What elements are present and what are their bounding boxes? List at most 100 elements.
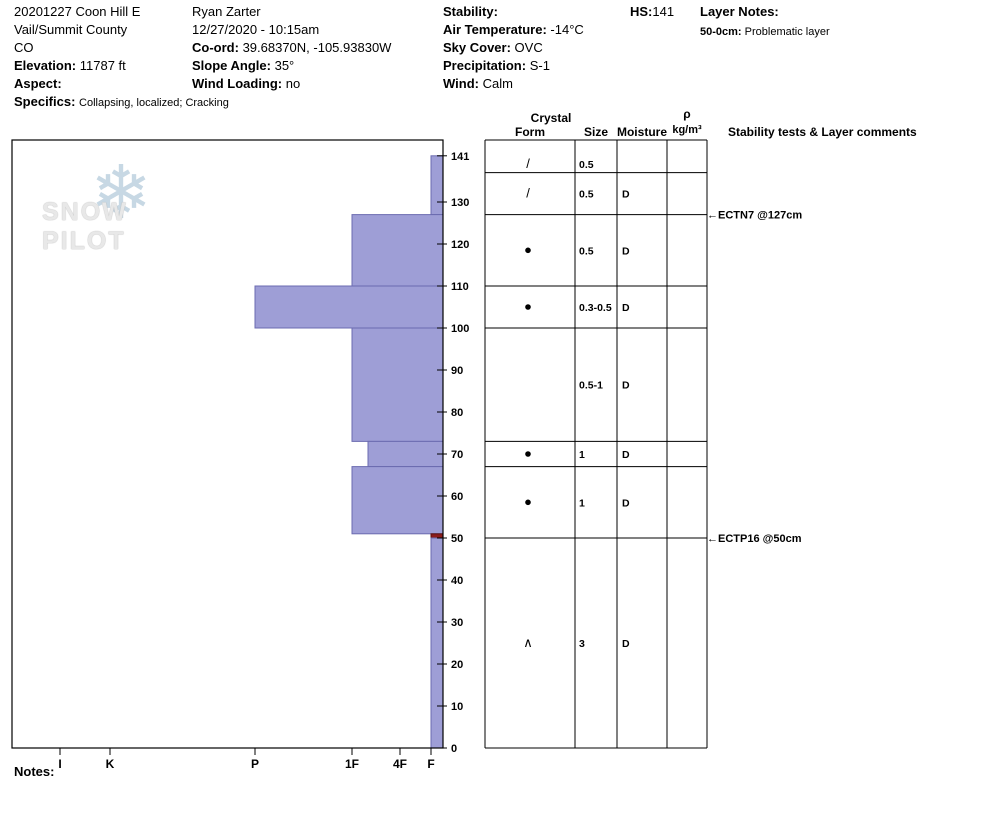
hardness-tick-label: 1F [345, 757, 359, 771]
specifics-value: Collapsing, localized; Cracking [79, 97, 229, 109]
depth-tick-label: 70 [451, 449, 463, 461]
crystal-size-value: 0.5 [579, 189, 594, 201]
layer-notes-title: Layer Notes: [700, 4, 779, 19]
precipitation-label: Precipitation: [443, 58, 527, 73]
hs-label: HS: [630, 4, 653, 19]
elevation-line: Elevation: 11787 ft [14, 58, 126, 74]
depth-tick-label: 90 [451, 365, 463, 377]
precipitation-value: S-1 [529, 58, 550, 73]
hs-value: 141 [652, 4, 675, 19]
hardness-layer-bar [351, 466, 444, 535]
crystal-size-value: 0.5 [579, 245, 594, 257]
coord-value: 39.68370N, -105.93830W [242, 40, 392, 55]
crystal-size-value: 1 [579, 449, 585, 461]
stability-test-annotation: ←ECTP16 @50cm [707, 533, 802, 545]
stability-label: Stability: [443, 4, 498, 19]
aspect-line: Aspect: [14, 76, 62, 92]
problematic-layer-bar [430, 533, 444, 539]
sky-cover-value: OVC [514, 40, 543, 55]
chart-border [11, 139, 444, 749]
specifics-label: Specifics: [14, 94, 76, 109]
crystal-form-rounds-icon [525, 247, 531, 254]
hardness-layer-bar [254, 285, 444, 329]
depth-tick-label: 80 [451, 407, 463, 419]
crystal-form-depth-hoar-icon: ∧ [523, 635, 533, 650]
depth-tick-label: 110 [451, 281, 469, 293]
hardness-tick-label: I [58, 757, 61, 771]
crystal-size-value: 3 [579, 638, 585, 650]
crystal-size-value: 0.3-0.5 [579, 302, 612, 314]
crystal-form-decomposing-fragments-icon: / [526, 186, 530, 201]
moisture-value: D [622, 449, 630, 461]
hardness-layer-bar [430, 537, 444, 749]
air-temp-line: Air Temperature: -14°C [443, 22, 584, 38]
moisture-value: D [622, 189, 630, 201]
coord-label: Co-ord: [192, 40, 239, 55]
depth-tick-label: 100 [451, 323, 469, 335]
hs-line: HS:141 [630, 4, 674, 20]
sky-cover-label: Sky Cover: [443, 40, 511, 55]
pit-region: Vail/Summit County [14, 22, 128, 37]
depth-tick-label: 30 [451, 617, 463, 629]
observer-name: Ryan Zarter [192, 4, 261, 19]
wind-line: Wind: Calm [443, 76, 513, 92]
coord-line: Co-ord: 39.68370N, -105.93830W [192, 40, 391, 56]
hardness-tick-label: K [106, 757, 115, 771]
wind-loading-label: Wind Loading: [192, 76, 283, 91]
crystal-size-value: 1 [579, 497, 585, 509]
pit-state: CO [14, 40, 34, 55]
wind-value: Calm [482, 76, 513, 91]
slope-angle-value: 35° [274, 58, 295, 73]
hardness-layer-bar [430, 155, 444, 216]
comments-header: Stability tests & Layer comments [728, 125, 917, 139]
depth-tick-label: 60 [451, 491, 463, 503]
notes-label: Notes: [14, 764, 55, 779]
wind-label: Wind: [443, 76, 479, 91]
layer-note-range: 50-0cm: [700, 26, 742, 38]
moisture-value: D [622, 638, 630, 650]
depth-tick-label: 20 [451, 659, 463, 671]
depth-tick-label: 130 [451, 197, 469, 209]
crystal-size-value: 0.5 [579, 159, 594, 171]
stability-test-annotation: ←ECTN7 @127cm [707, 210, 802, 222]
crystal-header: Crystal [531, 111, 572, 125]
air-temp-value: -14°C [550, 22, 584, 37]
elevation-value: 11787 ft [79, 58, 126, 73]
sky-cover-line: Sky Cover: OVC [443, 40, 543, 56]
hardness-tick-label: 4F [393, 757, 407, 771]
depth-tick-label: 50 [451, 533, 463, 545]
slope-angle-label: Slope Angle: [192, 58, 271, 73]
moisture-value: D [622, 497, 630, 509]
moisture-value: D [622, 302, 630, 314]
crystal-form-rounds-icon [525, 451, 531, 457]
pit-title: 20201227 Coon Hill E [14, 4, 141, 19]
depth-tick-label: 10 [451, 701, 463, 713]
moisture-value: D [622, 245, 630, 257]
density-units-header: kg/m³ [672, 124, 702, 136]
air-temp-label: Air Temperature: [443, 22, 547, 37]
crystal-form-decomposing-fragments-icon: / [526, 156, 530, 171]
hardness-layer-bar [351, 327, 444, 442]
aspect-label: Aspect: [14, 76, 62, 91]
crystal-form-rounds-icon [525, 499, 531, 506]
crystal-size-value: 0.5-1 [579, 380, 603, 392]
depth-tick-label: 120 [451, 239, 469, 251]
hardness-tick-label: P [251, 757, 259, 771]
density-rho-header: ρ [683, 107, 690, 121]
form-header: Form [515, 125, 545, 139]
precipitation-line: Precipitation: S-1 [443, 58, 550, 74]
moisture-value: D [622, 380, 630, 392]
snowflake-icon: ❄ [90, 151, 153, 234]
specifics-line: Specifics: Collapsing, localized; Cracki… [14, 94, 229, 111]
moisture-header: Moisture [617, 125, 667, 139]
hardness-layer-bar [351, 214, 444, 287]
stability-line: Stability: [443, 4, 498, 20]
depth-tick-label: 141 [451, 151, 469, 163]
wind-loading-line: Wind Loading: no [192, 76, 300, 92]
crystal-form-rounds-icon [525, 304, 531, 310]
hardness-layer-bar [367, 440, 444, 468]
watermark-text: SNOW PILOT [42, 198, 128, 255]
depth-tick-label: 40 [451, 575, 463, 587]
size-header: Size [584, 125, 608, 139]
